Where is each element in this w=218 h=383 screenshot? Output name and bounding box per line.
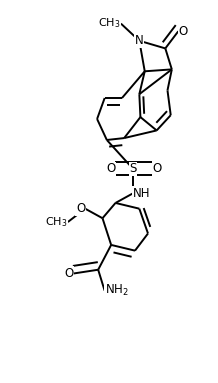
Text: O: O bbox=[178, 25, 187, 38]
Text: CH$_3$: CH$_3$ bbox=[45, 215, 68, 229]
Text: NH$_2$: NH$_2$ bbox=[105, 283, 128, 298]
Text: NH: NH bbox=[133, 187, 150, 200]
Text: O: O bbox=[152, 162, 162, 175]
Text: CH$_3$: CH$_3$ bbox=[98, 17, 121, 31]
Text: O: O bbox=[76, 202, 85, 215]
Text: S: S bbox=[129, 162, 136, 175]
Text: N: N bbox=[135, 34, 144, 47]
Text: O: O bbox=[64, 267, 73, 280]
Text: O: O bbox=[106, 162, 116, 175]
